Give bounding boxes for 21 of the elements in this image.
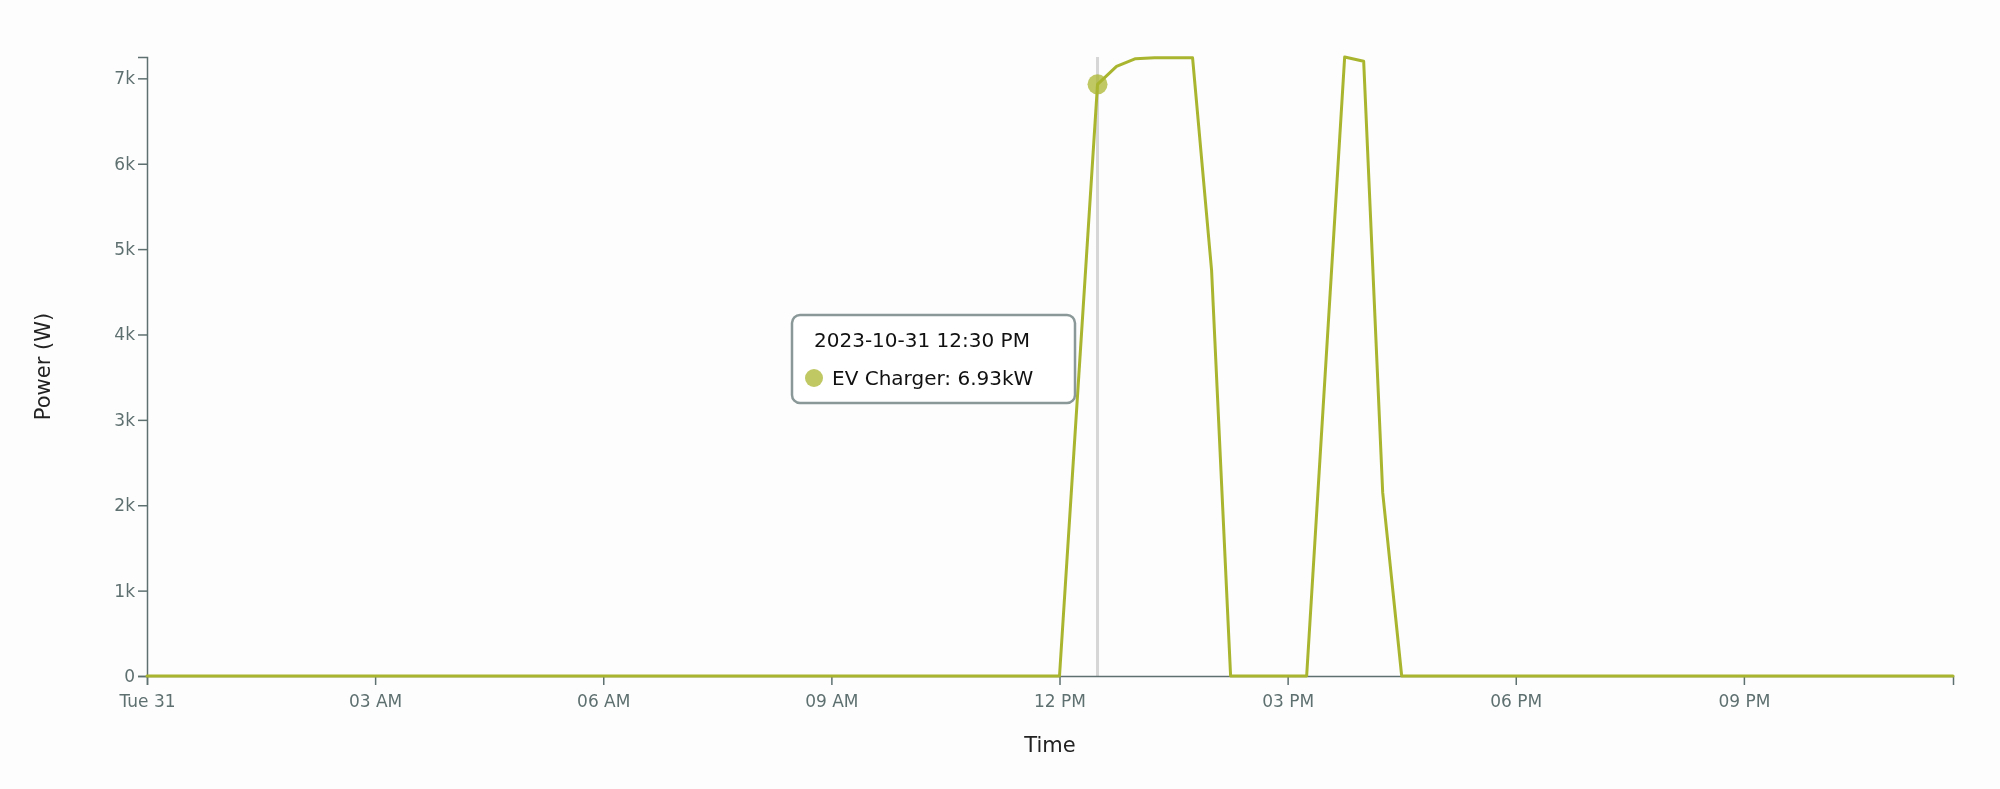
x-tick-label: 12 PM [1034,690,1086,711]
y-tick-label: 4k [114,324,136,345]
y-tick-label: 6k [114,153,136,174]
y-tick-label: 2k [114,495,136,516]
annotation: 2023-10-31 12:30 PM [814,328,1030,352]
x-tick-label: Tue 31 [118,690,176,711]
x-axis-title: Time [1023,733,1076,757]
y-tick-label: 5k [114,239,136,260]
x-tick-label: 03 AM [348,690,403,711]
x-tick-label: 06 AM [577,690,631,711]
y-tick-label: 3k [114,409,136,430]
annotation: EV Charger: 6.93kW [832,366,1034,390]
x-tick-label: 09 PM [1718,690,1771,711]
line-series [145,55,1955,678]
y-tick-label: 1k [114,580,136,601]
y-tick-label: 0 [124,665,135,686]
x-tick-label: 09 AM [805,690,859,711]
x-tick-label: 06 PM [1490,690,1543,711]
y-tick-label: 7k [114,68,136,89]
y-axis-title: Power (W) [31,312,55,421]
x-tick-label: 03 PM [1262,690,1315,711]
